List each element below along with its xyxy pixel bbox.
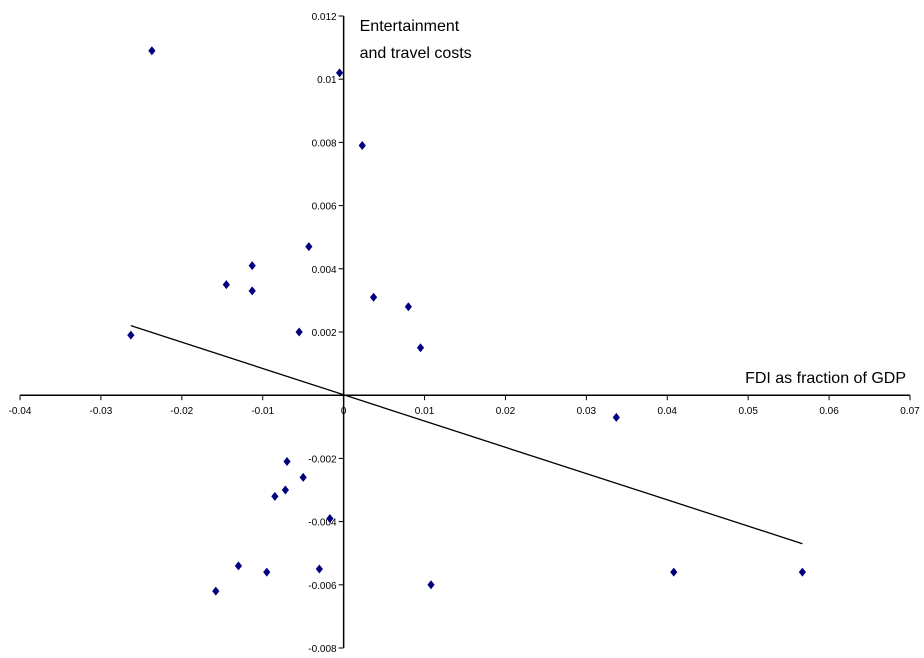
data-point (127, 330, 135, 340)
data-point (416, 343, 425, 353)
data-point (404, 302, 412, 312)
data-point (335, 68, 344, 78)
y-tick-label: -0.006 (308, 581, 337, 592)
y-axis-label-line-2: and travel costs (360, 45, 472, 62)
y-axis-label-line-1: Entertainment (360, 18, 460, 35)
data-point (248, 261, 256, 271)
x-axis-label: FDI as fraction of GDP (745, 370, 906, 387)
x-tick-label: 0.01 (415, 406, 435, 417)
x-tick-label: 0.04 (658, 406, 678, 417)
y-tick-label: 0.004 (312, 265, 337, 276)
data-point (148, 46, 156, 56)
data-point (369, 292, 378, 302)
x-tick-label: -0.01 (251, 406, 274, 417)
data-point (326, 513, 334, 523)
data-point (612, 412, 620, 422)
y-tick-label: 0.006 (312, 202, 337, 213)
y-tick-label: 0.002 (312, 328, 337, 339)
y-tick-label: -0.004 (308, 518, 337, 529)
data-point (222, 280, 230, 290)
data-point (299, 472, 307, 482)
data-point (283, 457, 291, 467)
x-tick-label: -0.02 (170, 406, 193, 417)
y-tick-label: 0.008 (312, 138, 337, 149)
x-tick-label: -0.04 (9, 406, 32, 417)
y-ticks: -0.008 -0.006 -0.004 -0.002 0.002 0.004 0.006 0… (308, 12, 344, 655)
data-point (212, 586, 220, 596)
data-point (798, 567, 806, 577)
data-point (234, 561, 243, 571)
data-point (305, 242, 313, 252)
data-points (127, 46, 806, 596)
data-point (295, 327, 303, 337)
x-tick-label: 0.03 (577, 406, 597, 417)
x-tick-label: 0.02 (496, 406, 516, 417)
trend-line (130, 325, 803, 545)
y-tick-label: -0.002 (308, 454, 337, 465)
data-point (248, 286, 256, 296)
data-point (271, 491, 279, 501)
data-point (670, 567, 678, 577)
x-tick-label: 0.06 (819, 406, 839, 417)
data-point (358, 141, 366, 151)
x-tick-label: 0.07 (900, 406, 920, 417)
x-ticks: -0.04 -0.03 -0.02 -0.01 0 0.01 0.02 0.03 0.04 0.0… (9, 395, 920, 417)
y-tick-label: 0.01 (317, 75, 337, 86)
data-point (427, 580, 435, 590)
y-tick-label: 0.012 (312, 12, 337, 23)
y-tick-label: -0.008 (308, 644, 337, 655)
axes (20, 16, 910, 648)
data-point (281, 485, 289, 495)
x-tick-label: 0.05 (738, 406, 758, 417)
data-point (263, 567, 271, 577)
x-tick-label: -0.03 (90, 406, 113, 417)
data-point (315, 564, 323, 574)
x-tick-label: 0 (341, 406, 347, 417)
